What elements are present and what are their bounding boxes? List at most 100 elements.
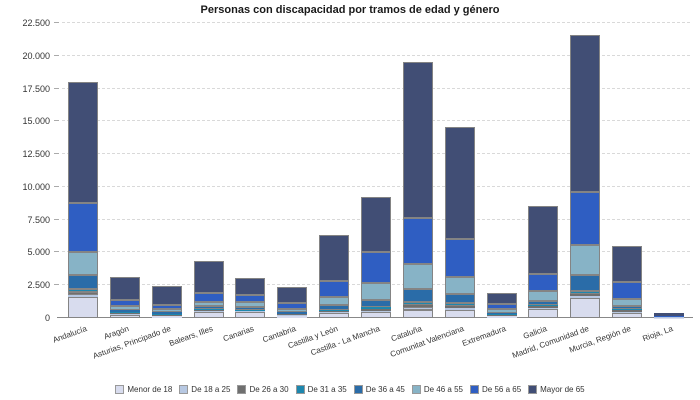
legend-item[interactable]: Menor de 18 xyxy=(115,385,172,394)
bar-segment[interactable] xyxy=(528,307,559,309)
bar-segment[interactable] xyxy=(193,293,224,302)
bar-segment[interactable] xyxy=(193,305,224,310)
bar-segment[interactable] xyxy=(402,288,433,302)
bar-segment[interactable] xyxy=(67,295,98,298)
bar-segment[interactable] xyxy=(193,310,224,312)
bar-segment[interactable] xyxy=(444,303,475,307)
bar-segment[interactable] xyxy=(486,312,517,315)
bar-segment[interactable] xyxy=(109,306,140,311)
bar-segment[interactable] xyxy=(444,277,475,295)
bar-segment[interactable] xyxy=(235,278,266,295)
bar-segment[interactable] xyxy=(612,299,643,307)
bar-segment[interactable] xyxy=(319,304,350,310)
bar-segment[interactable] xyxy=(654,313,685,316)
bar-segment[interactable] xyxy=(319,310,350,312)
bar-segment[interactable] xyxy=(235,302,266,307)
bar-segment[interactable] xyxy=(277,303,308,310)
bar-segment[interactable] xyxy=(109,300,140,307)
bar-segment[interactable] xyxy=(612,310,643,313)
bar-segment[interactable] xyxy=(235,312,266,318)
bar-segment[interactable] xyxy=(277,315,308,318)
bar-segment[interactable] xyxy=(402,301,433,305)
bar-segment[interactable] xyxy=(486,316,517,318)
bar-segment[interactable] xyxy=(277,313,308,315)
bar-segment[interactable] xyxy=(528,305,559,308)
bar-segment[interactable] xyxy=(193,309,224,311)
bar-segment[interactable] xyxy=(277,312,308,314)
legend-item[interactable]: De 56 a 65 xyxy=(470,385,521,394)
bar-segment[interactable] xyxy=(444,306,475,309)
bar-segment[interactable] xyxy=(67,297,98,318)
bar-segment[interactable] xyxy=(67,275,98,290)
bar-segment[interactable] xyxy=(319,309,350,311)
bar-segment[interactable] xyxy=(612,309,643,311)
bar-segment[interactable] xyxy=(151,304,182,310)
bar-segment[interactable] xyxy=(109,276,140,301)
bar-segment[interactable] xyxy=(361,311,391,318)
bar-segment[interactable] xyxy=(612,282,643,300)
bar-segment[interactable] xyxy=(570,275,601,292)
legend-item[interactable]: De 26 a 30 xyxy=(237,385,289,394)
bar-segment[interactable] xyxy=(67,291,98,296)
bar-segment[interactable] xyxy=(67,203,98,252)
bar-segment[interactable] xyxy=(193,261,224,294)
bar-segment[interactable] xyxy=(361,310,391,312)
bar-segment[interactable] xyxy=(109,312,140,314)
bar-segment[interactable] xyxy=(444,239,475,278)
bar-segment[interactable] xyxy=(361,196,391,252)
bar-segment[interactable] xyxy=(570,245,601,276)
bar-segment[interactable] xyxy=(402,263,433,289)
bar-segment[interactable] xyxy=(612,245,643,283)
bar-segment[interactable] xyxy=(319,235,350,281)
bar-segment[interactable] xyxy=(193,311,224,313)
bar-segment[interactable] xyxy=(235,294,266,303)
bar-segment[interactable] xyxy=(109,314,140,315)
bar-segment[interactable] xyxy=(444,127,475,240)
bar-segment[interactable] xyxy=(319,312,350,318)
legend-item[interactable]: Mayor de 65 xyxy=(528,385,585,394)
bar-segment[interactable] xyxy=(570,294,601,296)
bar-segment[interactable] xyxy=(151,315,182,317)
bar-segment[interactable] xyxy=(654,315,685,317)
bar-segment[interactable] xyxy=(612,312,643,314)
legend-item[interactable]: De 18 a 25 xyxy=(179,385,230,394)
bar-segment[interactable] xyxy=(277,286,308,304)
bar-segment[interactable] xyxy=(570,192,601,246)
bar-segment[interactable] xyxy=(402,218,433,264)
bar-segment[interactable] xyxy=(486,309,517,313)
legend-item[interactable]: De 46 a 55 xyxy=(411,385,463,394)
bar-segment[interactable] xyxy=(319,297,350,305)
bar-segment[interactable] xyxy=(528,290,559,301)
bar-segment[interactable] xyxy=(402,306,433,310)
bar-segment[interactable] xyxy=(486,314,517,316)
bar-segment[interactable] xyxy=(109,310,140,313)
bar-segment[interactable] xyxy=(528,300,559,305)
bar-segment[interactable] xyxy=(528,273,559,291)
bar-segment[interactable] xyxy=(361,308,391,311)
bar-segment[interactable] xyxy=(235,310,266,312)
bar-segment[interactable] xyxy=(570,296,601,298)
bar-segment[interactable] xyxy=(151,285,182,305)
bar-segment[interactable] xyxy=(528,308,559,318)
bar-segment[interactable] xyxy=(570,34,601,193)
bar-segment[interactable] xyxy=(277,309,308,313)
bar-segment[interactable] xyxy=(361,307,391,309)
bar-segment[interactable] xyxy=(570,291,601,295)
bar-segment[interactable] xyxy=(277,315,308,316)
bar-segment[interactable] xyxy=(402,304,433,307)
bar-segment[interactable] xyxy=(486,293,517,304)
bar-segment[interactable] xyxy=(235,309,266,311)
bar-segment[interactable] xyxy=(151,316,182,318)
bar-segment[interactable] xyxy=(486,315,517,317)
bar-segment[interactable] xyxy=(319,311,350,313)
bar-segment[interactable] xyxy=(109,313,140,315)
bar-segment[interactable] xyxy=(109,315,140,318)
bar-segment[interactable] xyxy=(361,283,391,301)
bar-segment[interactable] xyxy=(235,306,266,310)
bar-segment[interactable] xyxy=(151,312,182,314)
bar-segment[interactable] xyxy=(612,313,643,318)
bar-segment[interactable] xyxy=(528,304,559,306)
bar-segment[interactable] xyxy=(402,62,433,219)
bar-segment[interactable] xyxy=(277,314,308,316)
bar-segment[interactable] xyxy=(235,311,266,313)
